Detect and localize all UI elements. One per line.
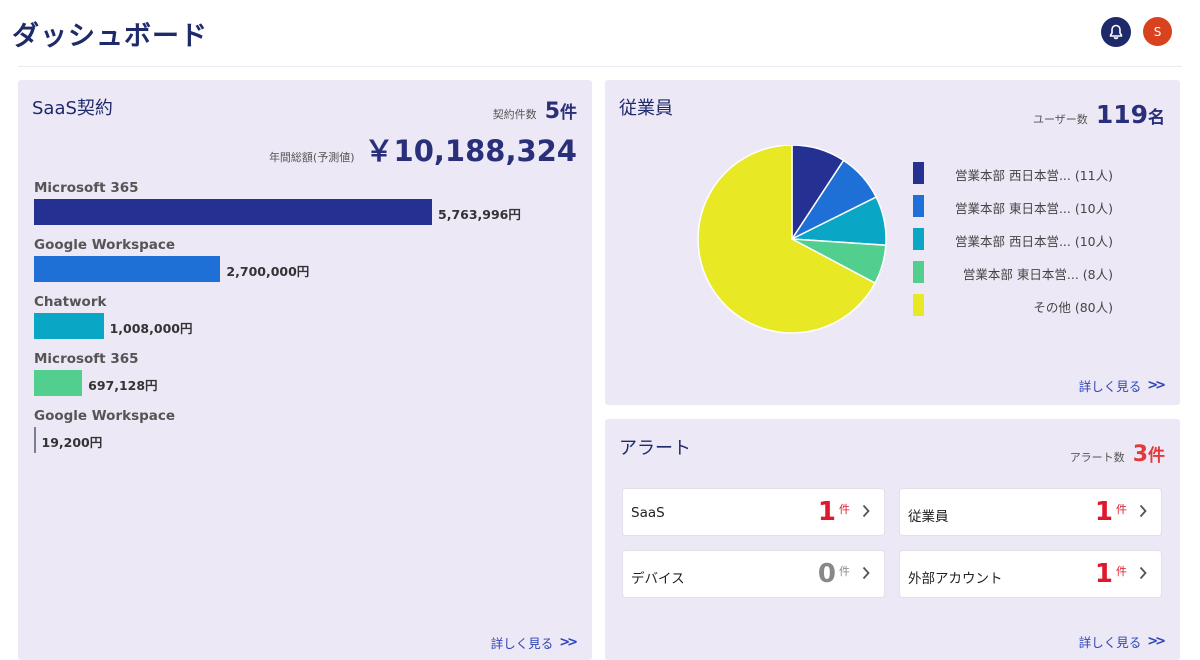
double-chevron-right-icon: >> [559, 635, 578, 650]
user-count: ユーザー数 119名 [1033, 100, 1165, 129]
bar-row: Google Workspace 19,200円 [34, 408, 574, 458]
saas-more-link-label: 詳しく見る [490, 636, 554, 651]
legend-swatch [913, 162, 924, 184]
employee-more-link[interactable]: 詳しく見る >> [1078, 376, 1166, 395]
user-count-label: ユーザー数 [1033, 113, 1088, 126]
alert-item-unit: 件 [1116, 565, 1127, 578]
chevron-right-icon [1139, 504, 1147, 518]
bar-value-label: 2,700,000円 [226, 264, 310, 279]
chevron-right-icon [862, 504, 870, 518]
bell-icon [1109, 24, 1123, 40]
alert-item-count: 1 [1094, 559, 1113, 589]
employee-more-link-label: 詳しく見る [1078, 379, 1142, 394]
pie-legend: 営業本部 西日本営... (11人) 営業本部 東日本営... (10人) 営業本部… [913, 162, 1113, 327]
legend-label: 営業本部 東日本営... (8人) [962, 267, 1113, 282]
annual-total-value: ￥10,188,324 [364, 134, 577, 168]
bar-row: Microsoft 365 5,763,996円 [34, 180, 574, 230]
legend-swatch [913, 228, 924, 250]
employee-card: 従業員 ユーザー数 119名 営業本部 西日本営... (11人) 営業本部 東日… [605, 80, 1180, 405]
bar-row: Google Workspace 2,700,000円 [34, 237, 574, 287]
legend-item: 営業本部 東日本営... (8人) [913, 261, 1113, 294]
bar-category-label: Microsoft 365 [34, 180, 139, 196]
header-divider [18, 66, 1182, 67]
saas-card-title: SaaS契約 [32, 98, 113, 119]
double-chevron-right-icon: >> [1147, 378, 1166, 393]
bar [34, 199, 432, 225]
chevron-right-icon [862, 566, 870, 580]
bar-value-label: 19,200円 [41, 435, 103, 450]
legend-item: 営業本部 西日本営... (10人) [913, 228, 1113, 261]
legend-item: 営業本部 西日本営... (11人) [913, 162, 1113, 195]
double-chevron-right-icon: >> [1147, 634, 1166, 649]
alert-count-value: 3 [1132, 442, 1148, 467]
alert-item-unit: 件 [839, 565, 850, 578]
alert-item-label: SaaS [631, 505, 665, 521]
alert-count: アラート数 3件 [1070, 441, 1165, 467]
alert-count-unit: 件 [1148, 446, 1165, 466]
alert-item-count: 1 [817, 497, 836, 527]
employee-card-title: 従業員 [619, 98, 673, 119]
saas-more-link[interactable]: 詳しく見る >> [490, 633, 578, 652]
bar-row: Chatwork 1,008,000円 [34, 294, 574, 344]
alert-item-count: 1 [1094, 497, 1113, 527]
contract-count: 契約件数 5件 [493, 98, 577, 124]
alert-item-unit: 件 [839, 503, 850, 516]
page-title: ダッシュボード [12, 21, 208, 52]
legend-label: その他 (80人) [1033, 300, 1113, 315]
bar [34, 256, 221, 282]
notification-button[interactable] [1101, 17, 1131, 47]
alert-item-unit: 件 [1116, 503, 1127, 516]
legend-item: その他 (80人) [913, 294, 1113, 327]
bar-value-label: 697,128円 [88, 378, 158, 393]
annual-total-label: 年間総額(予測値) [268, 151, 355, 164]
bar [34, 313, 104, 339]
legend-swatch [913, 294, 924, 316]
alert-more-link[interactable]: 詳しく見る >> [1078, 632, 1166, 651]
annual-total: 年間総額(予測値) ￥10,188,324 [269, 128, 577, 170]
saas-contract-card: SaaS契約 契約件数 5件 年間総額(予測値) ￥10,188,324 Mic… [18, 80, 592, 660]
pie-slice [697, 145, 877, 334]
bar-category-label: Google Workspace [34, 408, 176, 424]
bar [34, 370, 83, 396]
bar-value-label: 1,008,000円 [109, 321, 193, 336]
legend-label: 営業本部 西日本営... (10人) [954, 234, 1113, 249]
chevron-right-icon [1139, 566, 1147, 580]
contract-count-label: 契約件数 [492, 108, 537, 121]
contract-count-value: 5 [544, 99, 560, 124]
alert-item-label: 従業員 [908, 509, 949, 525]
legend-label: 営業本部 東日本営... (10人) [954, 201, 1113, 216]
legend-label: 営業本部 西日本営... (11人) [954, 168, 1113, 183]
user-count-value: 119 [1095, 100, 1148, 129]
alert-more-link-label: 詳しく見る [1078, 635, 1142, 650]
bar-row: Microsoft 365 697,128円 [34, 351, 574, 401]
alert-item-label: デバイス [631, 571, 685, 587]
bar [34, 427, 36, 453]
legend-swatch [913, 195, 924, 217]
app-header: ダッシュボード S [0, 0, 1200, 66]
bar-category-label: Chatwork [34, 294, 107, 310]
bar-category-label: Microsoft 365 [34, 351, 139, 367]
alert-count-label: アラート数 [1069, 451, 1125, 464]
legend-item: 営業本部 東日本営... (10人) [913, 195, 1113, 228]
employee-department-pie-chart [697, 145, 887, 334]
user-count-unit: 名 [1148, 108, 1165, 128]
alert-item-count: 0 [817, 559, 836, 589]
legend-swatch [913, 261, 924, 283]
alert-card-title: アラート [619, 438, 691, 459]
alert-item-label: 外部アカウント [908, 571, 1003, 587]
bar-value-label: 5,763,996円 [438, 207, 521, 222]
contract-count-unit: 件 [560, 103, 577, 123]
bar-category-label: Google Workspace [34, 237, 176, 253]
user-avatar[interactable]: S [1143, 17, 1172, 46]
